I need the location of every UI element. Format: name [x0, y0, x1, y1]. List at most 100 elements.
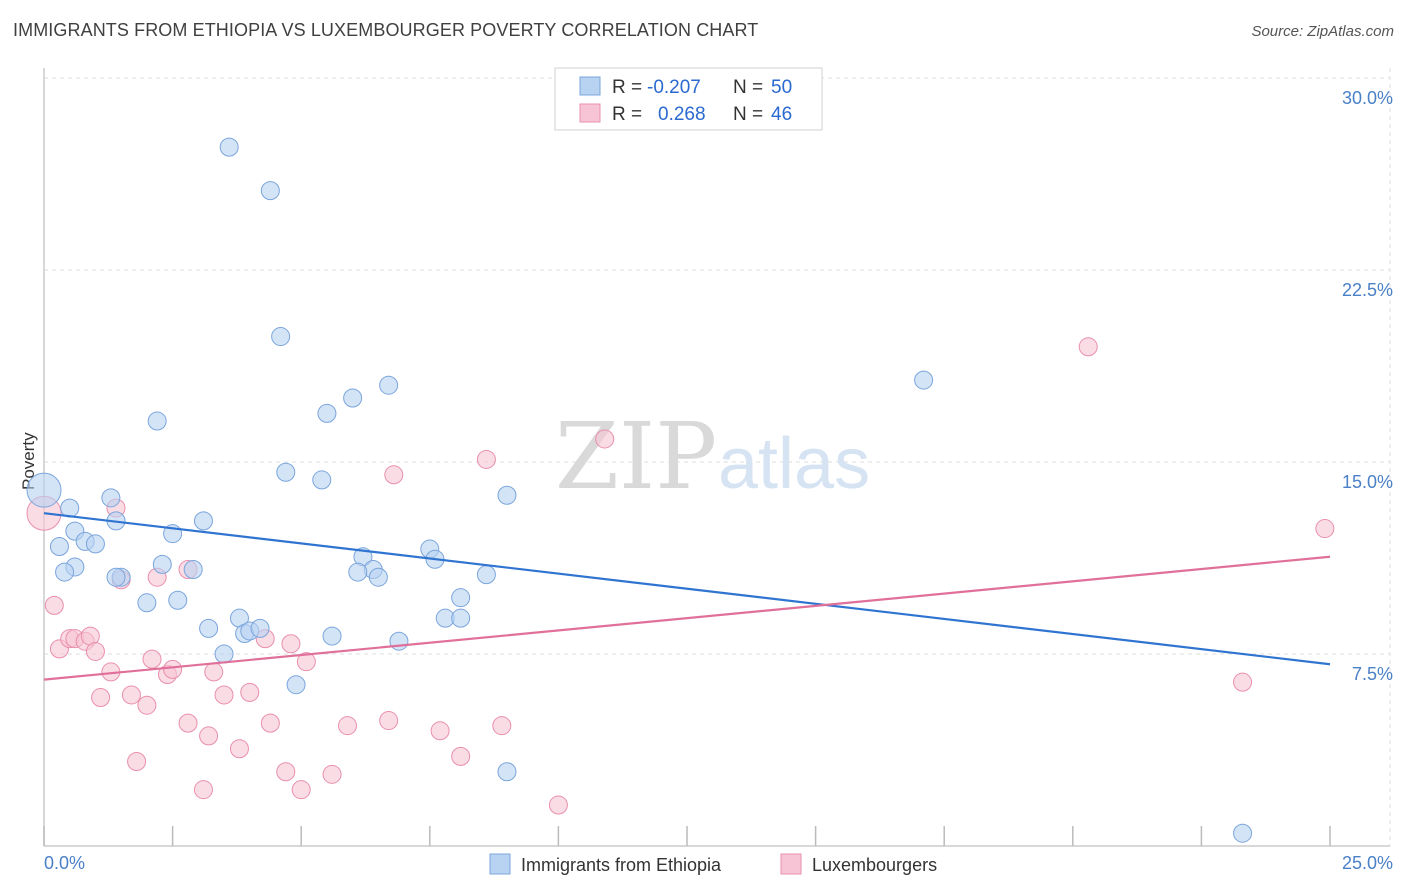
x-tick-labels: 0.0% 25.0% [44, 853, 1393, 873]
gridlines [44, 68, 1391, 846]
luxembourger-point-14 [137, 695, 157, 715]
luxembourger-point-34 [337, 716, 357, 736]
ethiopia-trend-line [43, 512, 1331, 666]
y-tick-label-2: 22.5% [1342, 280, 1393, 300]
series-legend-label-ethiopia: Immigrants from Ethiopia [521, 855, 722, 875]
ethiopia-point-32 [322, 626, 342, 646]
ethiopia-point-2 [49, 536, 69, 556]
legend-n-label-2: N = [733, 104, 763, 125]
y-tick-label-3: 30.0% [1342, 88, 1393, 108]
luxembourger-point-24 [214, 685, 234, 705]
luxembourger-point-42 [595, 429, 615, 449]
ethiopia-point-37 [368, 567, 388, 587]
ethiopia-point-0 [26, 472, 62, 508]
luxembourger-point-35 [379, 711, 399, 731]
ethiopia-point-38 [379, 375, 399, 395]
legend-n-value-1: 50 [771, 77, 792, 98]
ethiopia-point-30 [317, 403, 337, 423]
axes [43, 68, 1390, 847]
luxembourger-point-1 [44, 595, 64, 615]
ethiopia-point-27 [250, 618, 270, 638]
luxembourger-point-37 [430, 721, 450, 741]
ethiopia-point-21 [271, 327, 291, 347]
watermark-zip: ZIP [555, 403, 717, 510]
luxembourger-trend-line [43, 555, 1331, 681]
ethiopia-point-12 [152, 554, 172, 574]
luxembourger-point-31 [291, 780, 311, 800]
ethiopia-point-36 [348, 562, 368, 582]
ethiopia-point-15 [168, 590, 188, 610]
series-legend-label-luxembourgers: Luxembourgers [812, 855, 937, 875]
series-legend-swatch-blue [489, 853, 511, 875]
ethiopia-point-39 [389, 631, 409, 651]
luxembourger-point-45 [1315, 519, 1335, 539]
series-legend-swatch-pink [780, 853, 802, 875]
luxembourger-point-38 [451, 746, 471, 766]
ethiopia-point-49 [1233, 823, 1253, 843]
luxembourger-point-28 [260, 713, 280, 733]
ethiopia-point-7 [101, 488, 121, 508]
ethiopia-point-28 [276, 462, 296, 482]
x-tick-label-1: 25.0% [1342, 853, 1393, 873]
ethiopia-point-14 [137, 593, 157, 613]
ethiopia-point-48 [914, 370, 934, 390]
luxembourger-point-33 [322, 764, 342, 784]
ethiopia-point-23 [214, 644, 234, 664]
luxembourger-point-44 [1233, 672, 1253, 692]
luxembourger-point-41 [548, 795, 568, 815]
ethiopia-point-16 [193, 511, 213, 531]
legend-r-value-2: 0.268 [658, 104, 706, 125]
luxembourger-point-8 [91, 688, 111, 708]
legend-r-value-1: -0.207 [647, 77, 701, 98]
luxembourger-point-25 [229, 739, 249, 759]
luxembourger-point-30 [281, 634, 301, 654]
luxembourger-point-39 [476, 449, 496, 469]
luxembourger-point-32 [296, 652, 316, 672]
legend-n-value-2: 46 [771, 104, 792, 125]
ethiopia-point-22 [199, 618, 219, 638]
y-tick-labels: 7.5% 15.0% 22.5% 30.0% [1342, 88, 1393, 684]
x-tick-label-0: 0.0% [44, 853, 85, 873]
legend-r-label-1: R = [612, 77, 642, 98]
luxembourger-point-15 [142, 649, 162, 669]
luxembourger-point-43 [1078, 337, 1098, 357]
ethiopia-point-43 [451, 588, 471, 608]
ethiopia-point-11 [106, 567, 126, 587]
ethiopia-point-20 [260, 181, 280, 201]
ethiopia-point-44 [451, 608, 471, 628]
ethiopia-point-46 [497, 485, 517, 505]
ethiopia-point-47 [497, 762, 517, 782]
series-legend: Immigrants from Ethiopia Luxembourgers [489, 853, 937, 875]
luxembourger-point-26 [240, 682, 260, 702]
luxembourger-point-36 [384, 465, 404, 485]
ethiopia-point-6 [55, 562, 75, 582]
watermark-atlas: atlas [718, 424, 870, 504]
chart-title: IMMIGRANTS FROM ETHIOPIA VS LUXEMBOURGER… [13, 20, 759, 40]
legend-swatch-pink [579, 103, 601, 123]
stats-legend: R = -0.207 N = 50 R = 0.268 N = 46 [554, 67, 823, 131]
legend-n-label-1: N = [733, 77, 763, 98]
ethiopia-point-19 [219, 137, 239, 157]
y-tick-label-1: 15.0% [1342, 472, 1393, 492]
luxembourger-point-29 [276, 762, 296, 782]
source-label: Source: ZipAtlas.com [1251, 23, 1394, 40]
ethiopia-point-29 [312, 470, 332, 490]
luxembourger-point-21 [193, 780, 213, 800]
luxembourger-point-7 [85, 641, 105, 661]
legend-swatch-blue [579, 76, 601, 96]
luxembourger-point-22 [199, 726, 219, 746]
luxembourger-point-20 [178, 713, 198, 733]
ethiopia-point-31 [343, 388, 363, 408]
legend-r-label-2: R = [612, 104, 642, 125]
y-axis-label: Poverty [19, 432, 38, 490]
trend-lines [43, 512, 1331, 681]
luxembourger-point-40 [492, 716, 512, 736]
ethiopia-point-33 [286, 675, 306, 695]
luxembourger-point-12 [121, 685, 141, 705]
ethiopia-point-18 [147, 411, 167, 431]
luxembourger-point-13 [127, 752, 147, 772]
luxembourger-point-18 [163, 659, 183, 679]
ethiopia-point-17 [183, 560, 203, 580]
y-tick-label-0: 7.5% [1352, 664, 1393, 684]
